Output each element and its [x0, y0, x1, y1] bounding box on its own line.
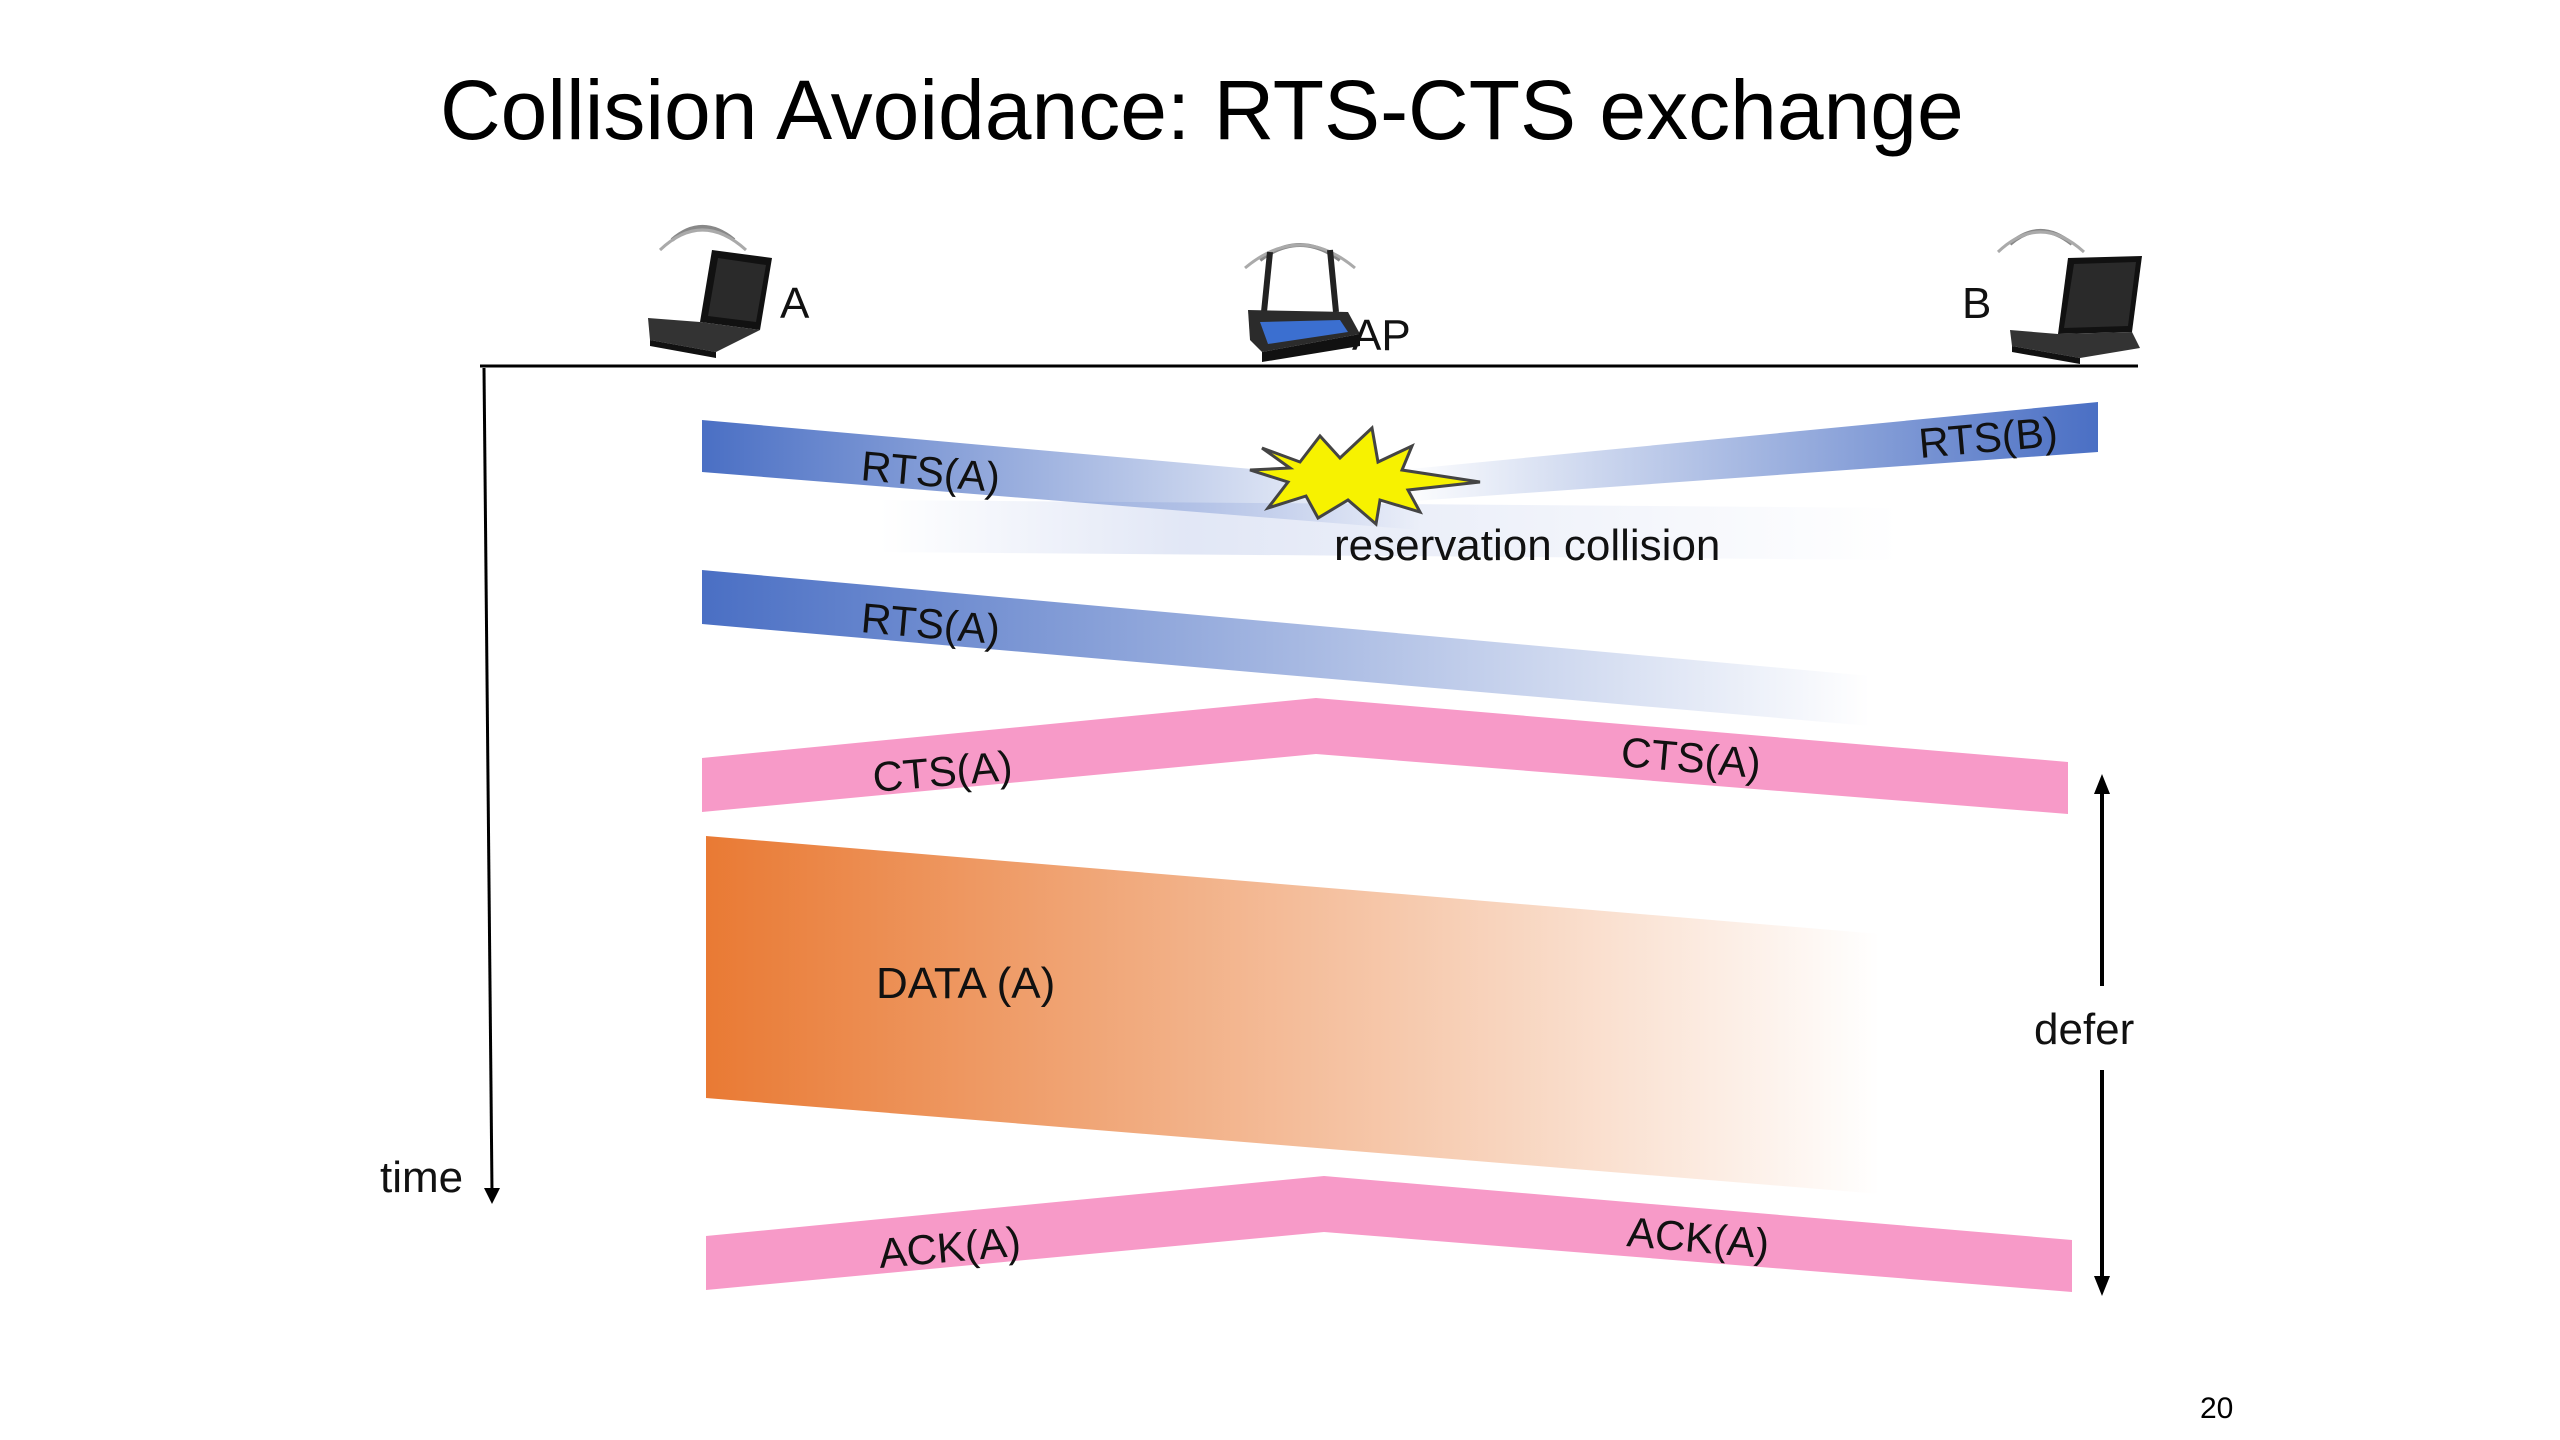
collision-label: reservation collision — [1334, 521, 1720, 570]
slide-title: Collision Avoidance: RTS-CTS exchange — [440, 63, 1964, 157]
rts-a-1-frame — [702, 420, 1420, 530]
node-b-label: B — [1962, 279, 1991, 328]
time-label: time — [380, 1153, 463, 1202]
defer-arrow — [2094, 774, 2110, 1296]
cts-a-frame — [702, 698, 2068, 814]
page-number: 20 — [2200, 1392, 2234, 1425]
rts-b-frame — [1400, 402, 2098, 502]
rts-b-label: RTS(B) — [1917, 408, 2060, 467]
ack-a-frame — [706, 1176, 2072, 1292]
collision-burst-icon — [1249, 425, 1481, 527]
time-axis — [482, 367, 494, 1193]
data-a-label: DATA (A) — [876, 959, 1055, 1008]
data-a-frame — [706, 836, 1880, 1194]
node-a-label: A — [780, 279, 810, 328]
node-ap-label: AP — [1352, 311, 1411, 360]
collision-band — [880, 500, 1900, 560]
access-point-icon — [1244, 243, 1360, 362]
laptop-b-icon — [1996, 229, 2142, 364]
rts-a-2-frame — [702, 570, 1870, 726]
time-axis-arrowhead — [484, 1188, 500, 1204]
defer-label: defer — [2034, 1005, 2134, 1054]
laptop-a-icon — [648, 225, 772, 358]
